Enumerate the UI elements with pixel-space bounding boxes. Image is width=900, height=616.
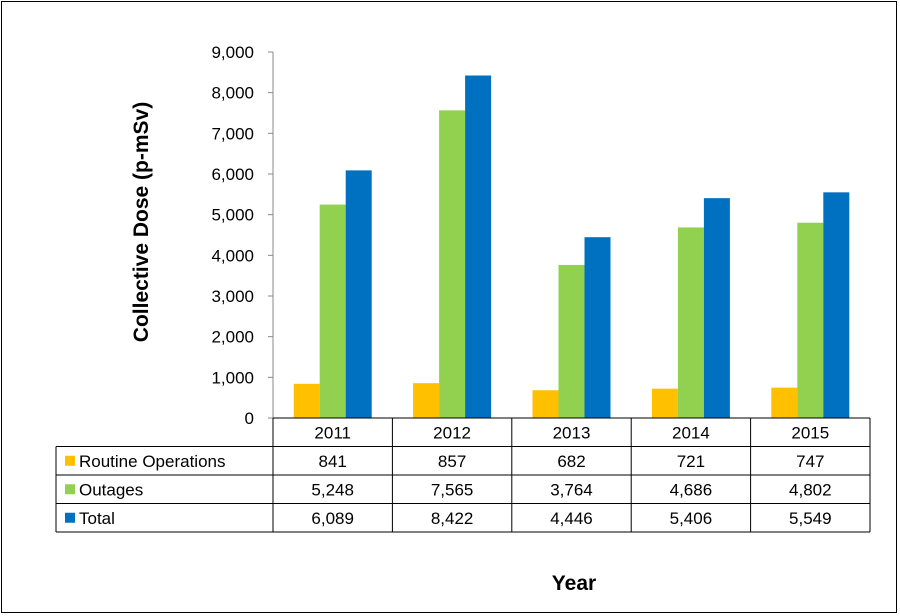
y-tick-label-7: 7,000 bbox=[211, 124, 254, 143]
table-cell-outages-2013: 3,764 bbox=[550, 480, 593, 499]
table-cell-outages-2012: 7,565 bbox=[431, 480, 474, 499]
legend-swatch-outages bbox=[65, 484, 75, 495]
legend-swatch-routine-operations bbox=[65, 455, 75, 466]
bar-routine-operations-2015 bbox=[771, 387, 798, 418]
x-tick-label-2014: 2014 bbox=[672, 423, 710, 442]
x-tick-label-2011: 2011 bbox=[314, 423, 351, 442]
bar-outages-2014 bbox=[677, 227, 704, 418]
bar-total-2011 bbox=[345, 170, 372, 418]
bar-outages-2013 bbox=[558, 264, 585, 418]
y-tick-label-8: 8,000 bbox=[211, 84, 254, 103]
legend-label-routine-operations: Routine Operations bbox=[79, 452, 225, 471]
bar-total-2012 bbox=[465, 75, 492, 418]
bar-routine-operations-2012 bbox=[413, 383, 440, 418]
axes-group bbox=[268, 51, 274, 419]
y-tick-label-1: 1,000 bbox=[211, 368, 254, 387]
bar-total-2014 bbox=[703, 198, 730, 418]
table-cell-total-2012: 8,422 bbox=[431, 509, 474, 528]
table-cell-routine-operations-2013: 682 bbox=[557, 452, 585, 471]
table-cell-routine-operations-2015: 747 bbox=[796, 452, 824, 471]
y-tick-label-5: 5,000 bbox=[211, 206, 254, 225]
table-cell-routine-operations-2014: 721 bbox=[677, 452, 705, 471]
table-cell-outages-2011: 5,248 bbox=[311, 480, 354, 499]
bar-routine-operations-2014 bbox=[651, 388, 678, 418]
legend-label-outages: Outages bbox=[79, 480, 143, 499]
y-tick-label-6: 6,000 bbox=[211, 165, 254, 184]
bars-group bbox=[293, 75, 850, 419]
bar-routine-operations-2013 bbox=[532, 390, 559, 418]
table-cell-outages-2015: 4,802 bbox=[789, 480, 832, 499]
table-cell-routine-operations-2011: 841 bbox=[319, 452, 347, 471]
x-tick-label-2012: 2012 bbox=[433, 423, 471, 442]
x-axis-label: Year bbox=[552, 572, 596, 595]
table-cell-total-2013: 4,446 bbox=[550, 509, 593, 528]
bar-outages-2012 bbox=[439, 110, 466, 419]
legend-swatch-total bbox=[65, 512, 75, 523]
y-tick-label-0: 0 bbox=[245, 409, 254, 428]
data-table: 2011 2012 2013 2014 2015 Routine Operations 84… bbox=[55, 417, 871, 533]
table-cell-outages-2014: 4,686 bbox=[670, 480, 713, 499]
y-tick-label-3: 3,000 bbox=[211, 287, 254, 306]
x-tick-label-2013: 2013 bbox=[553, 423, 591, 442]
table-cell-total-2011: 6,089 bbox=[311, 509, 354, 528]
bar-total-2013 bbox=[584, 237, 611, 418]
y-tick-label-9: 9,000 bbox=[211, 43, 254, 62]
table-cell-total-2014: 5,406 bbox=[670, 509, 713, 528]
bar-routine-operations-2011 bbox=[293, 383, 320, 418]
legend-label-total: Total bbox=[79, 509, 115, 528]
bar-total-2015 bbox=[823, 192, 850, 418]
y-axis-label: Collective Dose (p-mSv) bbox=[130, 102, 153, 342]
y-axis-tick-labels: 0 1,000 2,000 3,000 4,000 5,000 6,000 7,000 8,00… bbox=[211, 43, 254, 428]
table-cell-total-2015: 5,549 bbox=[789, 509, 832, 528]
bar-outages-2011 bbox=[319, 204, 346, 418]
y-tick-label-2: 2,000 bbox=[211, 328, 254, 347]
bar-outages-2015 bbox=[797, 222, 824, 418]
x-tick-label-2015: 2015 bbox=[791, 423, 829, 442]
y-tick-label-4: 4,000 bbox=[211, 246, 254, 265]
table-cell-routine-operations-2012: 857 bbox=[438, 452, 466, 471]
